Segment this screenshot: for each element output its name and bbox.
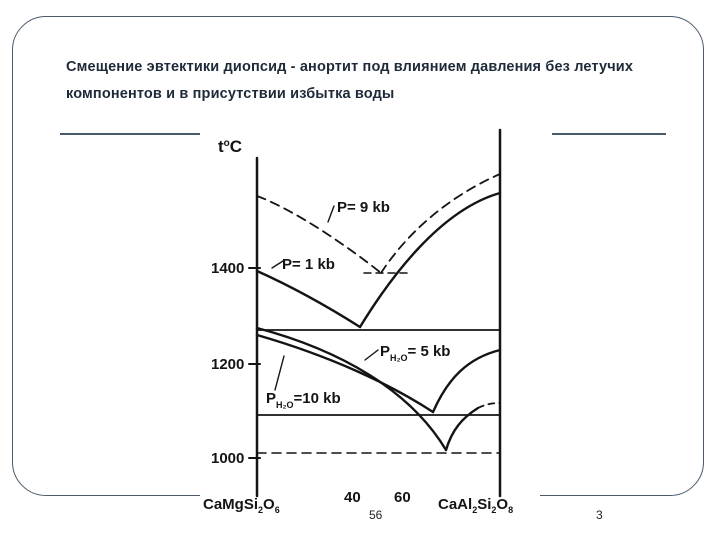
- x-axis-left-label: CaMgSi2O6: [203, 496, 280, 515]
- phase-diagram: toC 1400 1200 1000 P= 9 kb P= 1 kb PH₂O=…: [200, 128, 540, 520]
- curve-p9-right: [380, 173, 501, 274]
- x-axis-right-label: CaAl2Si2O8: [438, 496, 513, 515]
- x-tick-label-40: 40: [344, 489, 361, 506]
- title-underline-right: [552, 133, 666, 135]
- y-tick-label-1200: 1200: [211, 356, 244, 373]
- curve-p5-right: [431, 348, 502, 414]
- curve-p10-right-dashed: [477, 402, 501, 409]
- phase-diagram-svg: toC 1400 1200 1000 P= 9 kb P= 1 kb PH₂O=…: [203, 128, 513, 515]
- curve-label-p5: PH₂O= 5 kb: [380, 343, 450, 363]
- curve-p9-left: [256, 195, 382, 274]
- y-axis-label: toC: [218, 137, 242, 156]
- leader-p5: [364, 349, 379, 361]
- curve-label-p9: P= 9 kb: [337, 199, 390, 216]
- slide-title: Смещение эвтектики диопсид - анортит под…: [66, 59, 634, 102]
- leader-p10: [274, 355, 285, 391]
- curve-label-p10: PH₂O=10 kb: [266, 390, 341, 410]
- curve-label-p1: P= 1 kb: [282, 256, 335, 273]
- page-number-right: 3: [596, 508, 603, 522]
- curve-p1-left: [255, 269, 362, 329]
- leader-p9: [327, 205, 335, 223]
- x-tick-label-60: 60: [394, 489, 411, 506]
- curve-p1-right: [358, 191, 502, 329]
- curve-p10-left: [255, 326, 448, 452]
- title-underline-left: [60, 133, 208, 135]
- curve-p10-right: [444, 406, 480, 452]
- page-number-left: 56: [369, 508, 383, 522]
- leader-p1: [271, 260, 284, 269]
- y-tick-label-1400: 1400: [211, 260, 244, 277]
- curve-p5-left: [255, 333, 435, 414]
- y-tick-label-1000: 1000: [211, 450, 244, 467]
